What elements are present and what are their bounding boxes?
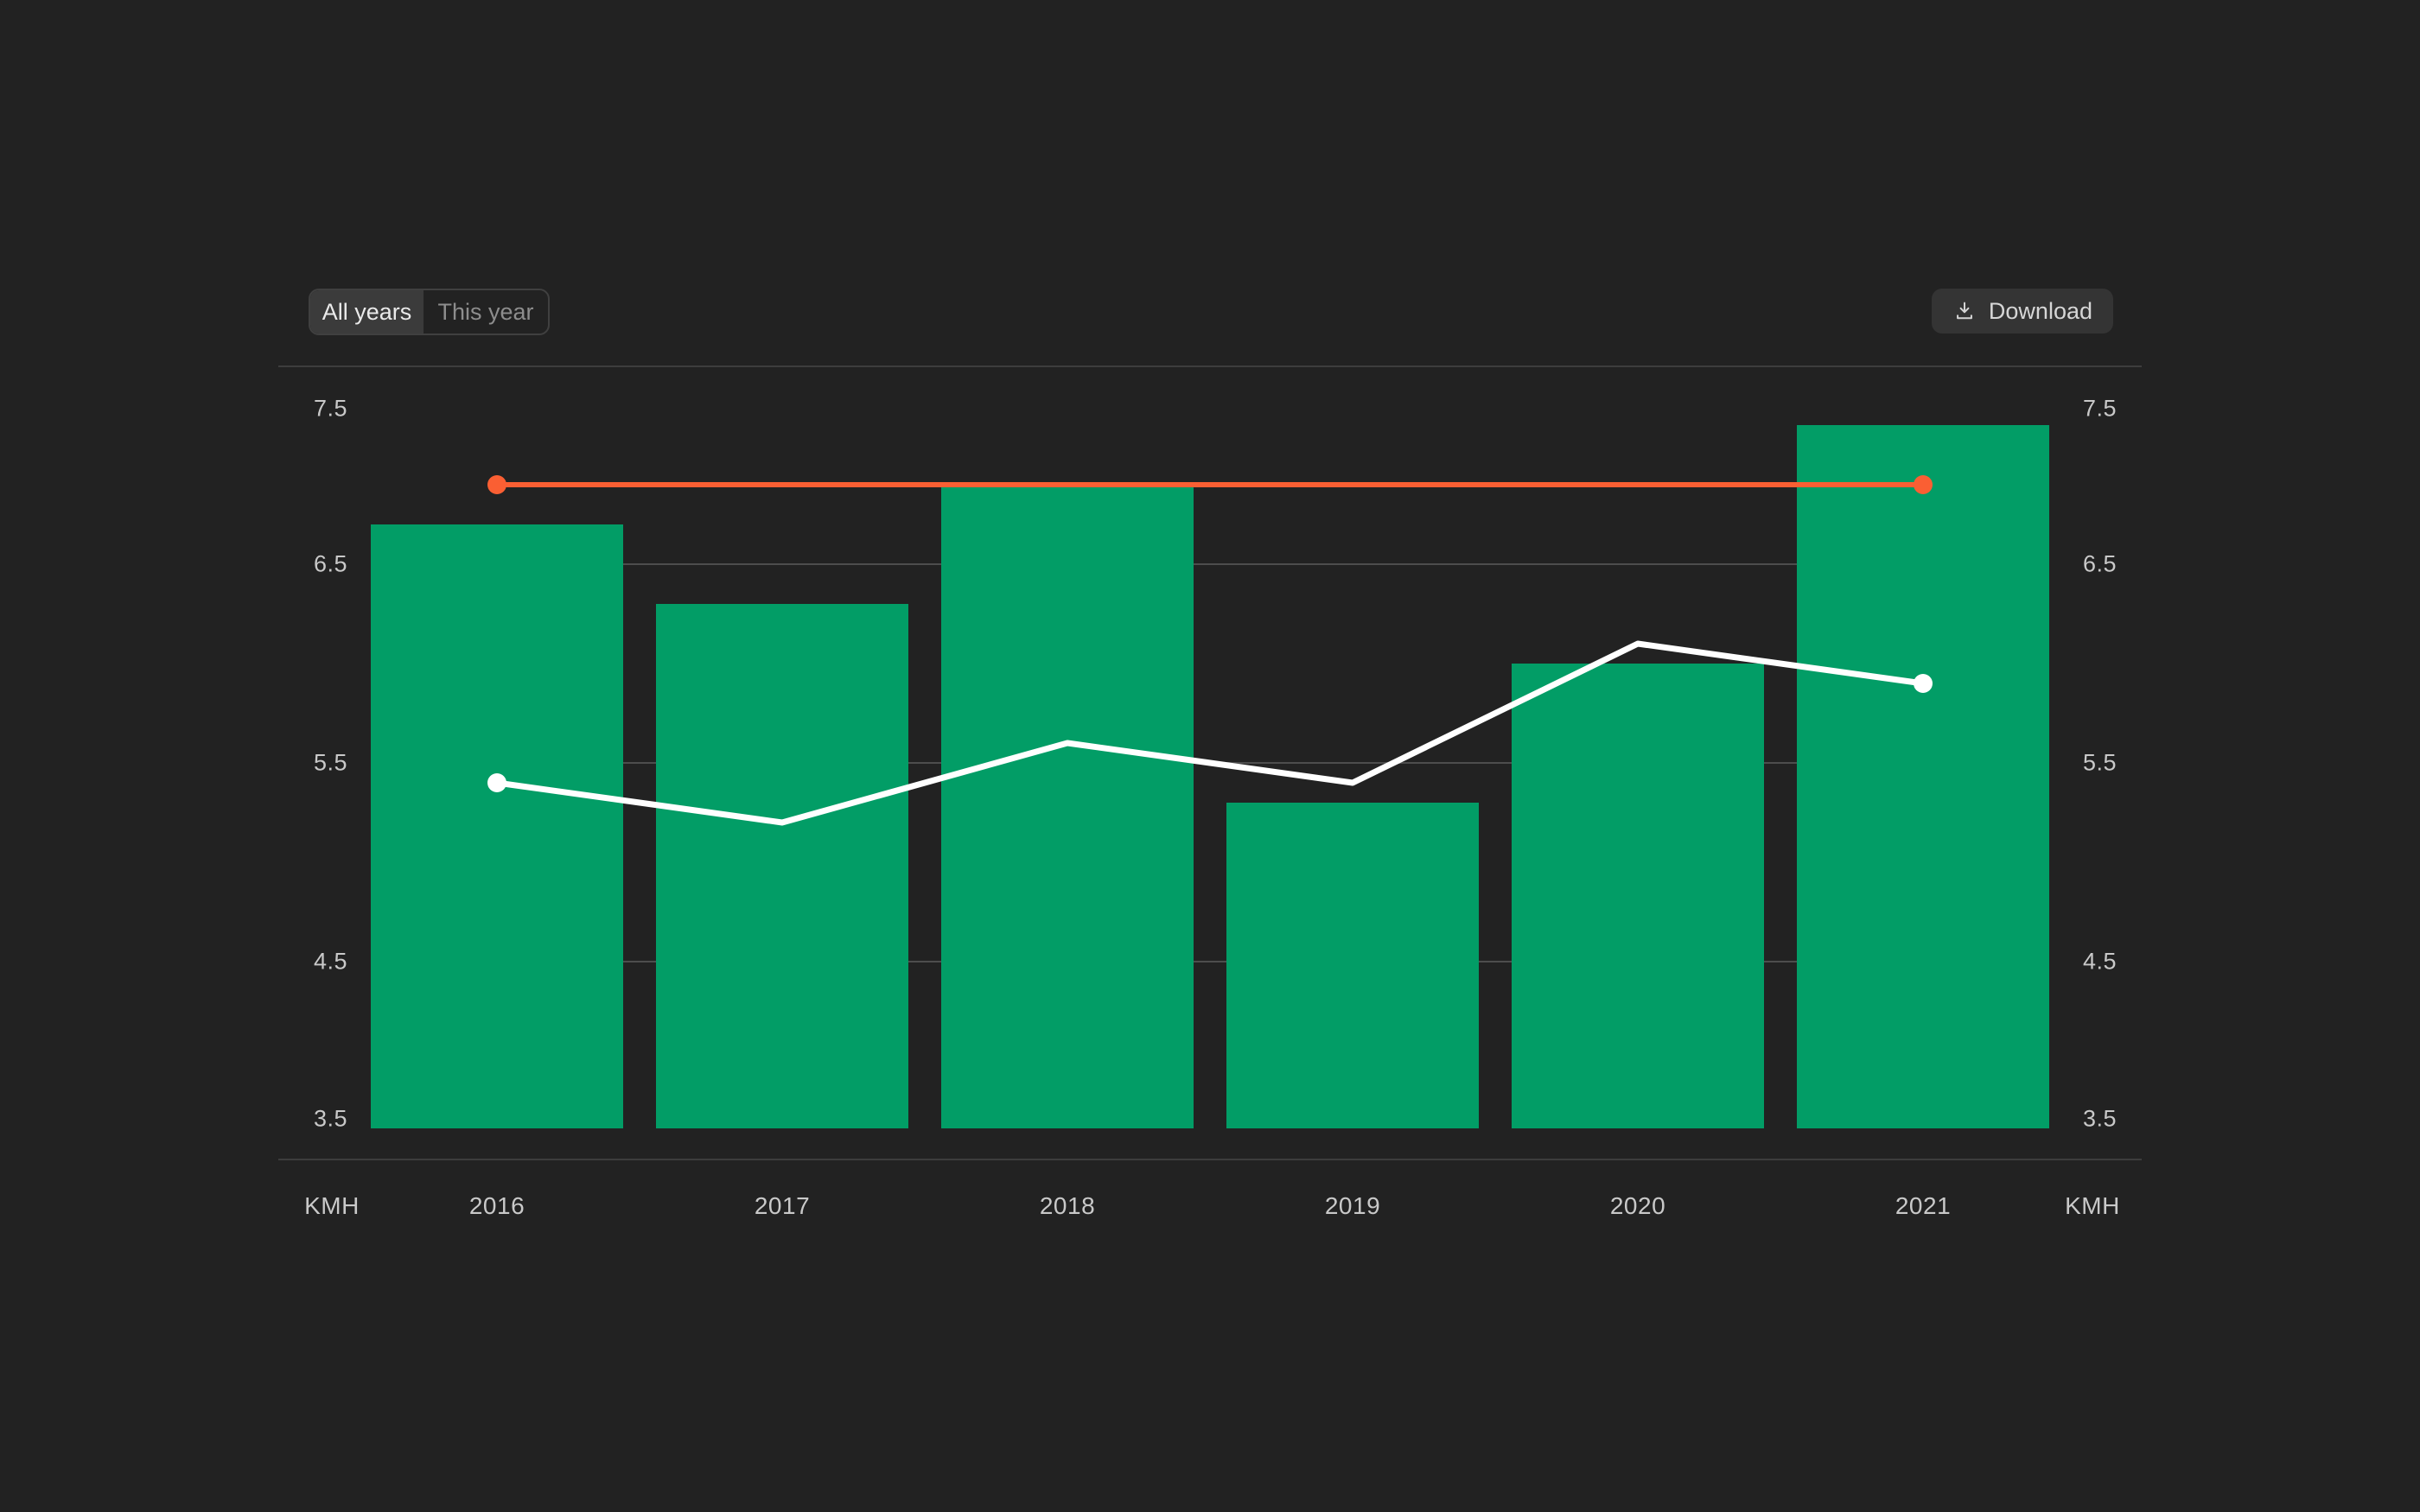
grid-line-4.5 xyxy=(371,961,2049,962)
y-tick-right-5.5: 5.5 xyxy=(2083,749,2118,776)
bar-2021 xyxy=(1797,425,2049,1128)
chart-bottom-border xyxy=(278,1159,2142,1160)
x-tick-2021: 2021 xyxy=(1895,1192,1952,1219)
reference-line-dot-2016 xyxy=(487,475,506,494)
y-tick-left-5.5: 5.5 xyxy=(314,749,348,776)
bar-2016 xyxy=(371,524,623,1128)
y-tick-right-6.5: 6.5 xyxy=(2083,550,2118,577)
x-axis-unit-right: KMH xyxy=(2065,1192,2120,1219)
download-button-label: Download xyxy=(1988,297,2092,324)
x-tick-2017: 2017 xyxy=(754,1192,811,1219)
bar-2019 xyxy=(1226,803,1479,1128)
grid-line-6.5 xyxy=(371,563,2049,565)
bar-2018 xyxy=(941,485,1194,1128)
filter-this-year-button[interactable]: This year xyxy=(424,290,548,334)
x-tick-2020: 2020 xyxy=(1609,1192,1666,1219)
bar-2017 xyxy=(656,604,908,1128)
download-button[interactable]: Download xyxy=(1931,289,2113,334)
y-tick-left-3.5: 3.5 xyxy=(314,1105,348,1132)
year-filter-toggle: All years This year xyxy=(309,289,550,335)
y-tick-left-6.5: 6.5 xyxy=(314,550,348,577)
y-tick-right-7.5: 7.5 xyxy=(2083,395,2118,422)
y-tick-left-4.5: 4.5 xyxy=(314,948,348,975)
chart-top-border xyxy=(278,365,2142,367)
y-tick-right-3.5: 3.5 xyxy=(2083,1105,2118,1132)
y-tick-right-4.5: 4.5 xyxy=(2083,948,2118,975)
y-tick-left-7.5: 7.5 xyxy=(314,395,348,422)
download-icon xyxy=(1952,299,1977,323)
filter-all-years-button[interactable]: All years xyxy=(310,290,424,334)
x-tick-2016: 2016 xyxy=(468,1192,525,1219)
x-tick-2019: 2019 xyxy=(1324,1192,1381,1219)
x-axis-unit-left: KMH xyxy=(304,1192,360,1219)
bar-2020 xyxy=(1512,664,1764,1128)
x-tick-2018: 2018 xyxy=(1039,1192,1096,1219)
